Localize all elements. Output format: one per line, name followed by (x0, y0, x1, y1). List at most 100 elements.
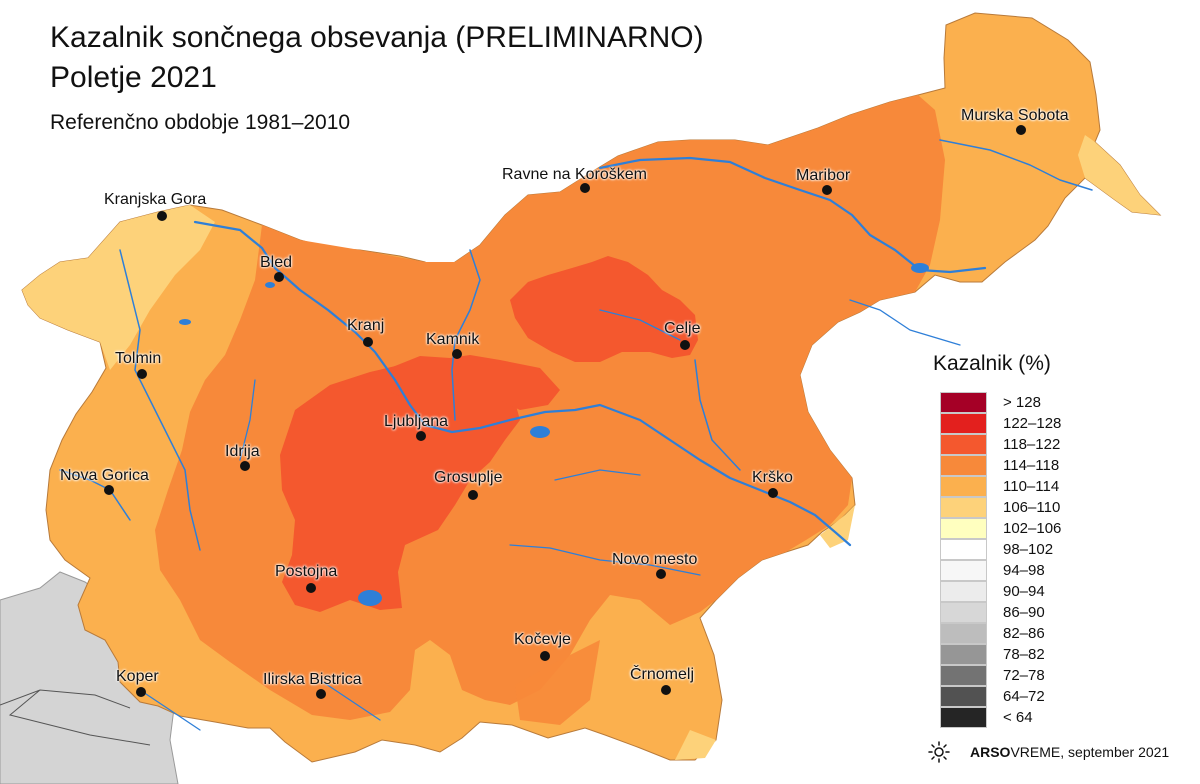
city-label: Kranj (347, 317, 385, 334)
city-dot (157, 211, 167, 221)
city-dot (240, 461, 250, 471)
legend-item: 118–122 (940, 434, 1060, 455)
legend-swatch (940, 644, 987, 665)
city-dot (680, 340, 690, 350)
legend-swatch (940, 581, 987, 602)
city-dot (416, 431, 426, 441)
legend-label: 90–94 (1003, 582, 1045, 600)
legend-item: 94–98 (940, 560, 1045, 581)
city-label: Grosuplje (434, 469, 503, 486)
city-label: Tolmin (115, 350, 162, 367)
legend-item: 106–110 (940, 497, 1060, 518)
legend-swatch (940, 413, 987, 434)
legend-item: > 128 (940, 392, 1041, 413)
legend-label: > 128 (1003, 393, 1041, 411)
city-label: Krško (752, 469, 793, 486)
brand-regular: VREME (1010, 744, 1061, 760)
city-label: Kočevje (514, 631, 571, 648)
legend-swatch (940, 476, 987, 497)
city-label: Idrija (225, 443, 260, 460)
legend-item: 82–86 (940, 623, 1045, 644)
zone-106-110 (22, 205, 215, 370)
reference-period: Referenčno obdobje 1981–2010 (50, 111, 351, 134)
city-label: Ljubljana (384, 413, 449, 430)
legend-item: 78–82 (940, 644, 1045, 665)
legend-label: 102–106 (1003, 519, 1062, 537)
city-dot (580, 183, 590, 193)
legend-title: Kazalnik (%) (933, 352, 1051, 375)
legend-label: 72–78 (1003, 666, 1045, 684)
legend-label: < 64 (1003, 708, 1033, 726)
footer-date: , september 2021 (1060, 744, 1170, 760)
zone-118-122 (510, 256, 698, 362)
city-dot (137, 369, 147, 379)
lakes (179, 263, 929, 606)
city-label: Ilirska Bistrica (263, 671, 362, 688)
legend-swatch (940, 686, 987, 707)
city-dot (306, 583, 316, 593)
legend-label: 64–72 (1003, 687, 1045, 705)
city-dot (104, 485, 114, 495)
legend-swatch (940, 518, 987, 539)
city-label: Novo mesto (612, 551, 698, 568)
sun-icon (928, 741, 950, 763)
legend-swatch (940, 539, 987, 560)
legend-item: 64–72 (940, 686, 1045, 707)
city-label: Koper (116, 668, 159, 685)
city-dot (363, 337, 373, 347)
legend-swatch (940, 560, 987, 581)
legend-label: 110–114 (1003, 477, 1060, 495)
city-dot (656, 569, 666, 579)
legend-label: 86–90 (1003, 603, 1045, 621)
city-label: Murska Sobota (961, 107, 1069, 124)
legend-item: 114–118 (940, 455, 1059, 476)
city-dot (316, 689, 326, 699)
city-label: Bled (260, 254, 293, 271)
legend-item: 72–78 (940, 665, 1045, 686)
legend-label: 94–98 (1003, 561, 1045, 579)
legend-label: 122–128 (1003, 414, 1062, 432)
legend-swatch (940, 623, 987, 644)
legend-item: 122–128 (940, 413, 1061, 434)
city-dot (540, 651, 550, 661)
city-label: Nova Gorica (60, 467, 149, 484)
legend-label: 118–122 (1003, 435, 1061, 453)
legend-swatch (940, 455, 987, 476)
legend-label: 106–110 (1003, 498, 1061, 516)
city-dot (768, 488, 778, 498)
city-dot (822, 185, 832, 195)
map-subtitle: Poletje 2021 (50, 61, 217, 94)
border-line (0, 689, 151, 746)
brand-bold: ARSO (970, 744, 1011, 760)
city-dot (661, 685, 671, 695)
legend-label: 78–82 (1003, 645, 1045, 663)
city-dot (452, 349, 462, 359)
legend-label: 114–118 (1003, 456, 1060, 474)
legend-label: 98–102 (1003, 540, 1054, 558)
legend-item: 86–90 (940, 602, 1045, 623)
legend-item: < 64 (940, 707, 1033, 728)
zone-118-122 (280, 358, 520, 612)
legend-swatch (940, 434, 987, 455)
zone-106-110 (675, 730, 716, 760)
legend-item: 98–102 (940, 539, 1053, 560)
legend-swatch (940, 665, 987, 686)
city-label: Postojna (275, 563, 338, 580)
zone-118-122 (385, 355, 560, 410)
city-label: Kranjska Gora (104, 191, 207, 208)
city-label: Kamnik (426, 331, 480, 348)
legend-item: 90–94 (940, 581, 1045, 602)
city-label: Ravne na Koroškem (502, 166, 647, 183)
footer-credit: ARSO VREME, september 2021 (928, 741, 1169, 763)
city-dot (468, 490, 478, 500)
zone-106-110 (1078, 135, 1160, 215)
city-dot (136, 687, 146, 697)
legend-item: 102–106 (940, 518, 1061, 539)
city-label: Celje (664, 320, 701, 337)
legend-swatch (940, 497, 987, 518)
city-dot (274, 272, 284, 282)
legend-label: 82–86 (1003, 624, 1045, 642)
map-title: Kazalnik sončnega obsevanja (PRELIMINARN… (50, 21, 704, 54)
legend-item: 110–114 (940, 476, 1059, 497)
legend-swatch (940, 392, 987, 413)
